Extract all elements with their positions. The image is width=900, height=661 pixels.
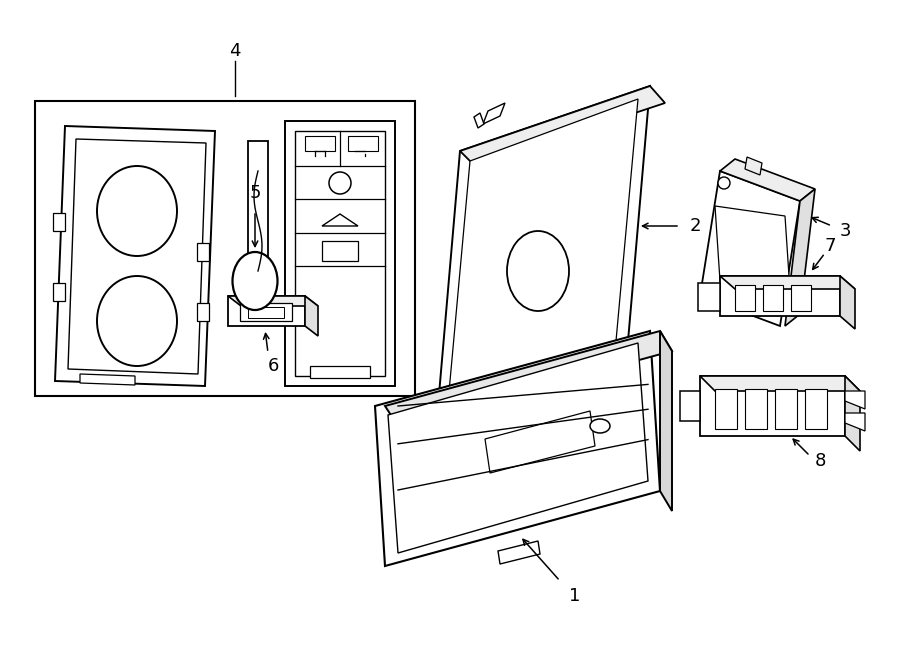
Bar bbox=[775, 389, 797, 429]
Polygon shape bbox=[348, 136, 378, 151]
Polygon shape bbox=[840, 276, 855, 329]
Ellipse shape bbox=[507, 231, 569, 311]
Text: 4: 4 bbox=[230, 42, 241, 60]
Polygon shape bbox=[474, 113, 484, 128]
Polygon shape bbox=[435, 86, 650, 441]
Polygon shape bbox=[446, 99, 638, 425]
Polygon shape bbox=[248, 141, 268, 296]
Polygon shape bbox=[720, 276, 855, 289]
Polygon shape bbox=[388, 343, 648, 553]
Polygon shape bbox=[228, 296, 305, 326]
Bar bbox=[745, 389, 767, 429]
Text: 2: 2 bbox=[689, 217, 701, 235]
Ellipse shape bbox=[232, 252, 277, 310]
Polygon shape bbox=[720, 159, 815, 201]
Bar bbox=[763, 285, 783, 311]
Polygon shape bbox=[55, 126, 215, 386]
Polygon shape bbox=[498, 541, 540, 564]
Polygon shape bbox=[322, 214, 358, 226]
Text: 7: 7 bbox=[824, 237, 836, 255]
Text: 8: 8 bbox=[814, 452, 825, 470]
Bar bbox=[197, 243, 209, 261]
Text: 1: 1 bbox=[570, 587, 580, 605]
Polygon shape bbox=[715, 206, 790, 291]
Polygon shape bbox=[700, 171, 800, 326]
Polygon shape bbox=[385, 331, 672, 426]
Polygon shape bbox=[845, 376, 860, 451]
Bar bbox=[240, 303, 292, 321]
Bar bbox=[248, 307, 284, 318]
Text: 5: 5 bbox=[249, 184, 261, 202]
Polygon shape bbox=[295, 131, 385, 376]
Polygon shape bbox=[745, 157, 762, 175]
Polygon shape bbox=[610, 409, 630, 439]
Polygon shape bbox=[68, 139, 206, 374]
Ellipse shape bbox=[97, 276, 177, 366]
Polygon shape bbox=[485, 411, 595, 473]
Bar bbox=[735, 285, 755, 311]
Bar bbox=[715, 389, 737, 429]
Polygon shape bbox=[305, 136, 335, 151]
Polygon shape bbox=[80, 374, 135, 385]
Polygon shape bbox=[305, 296, 318, 336]
Polygon shape bbox=[845, 413, 865, 431]
Polygon shape bbox=[680, 391, 700, 421]
Bar bbox=[53, 283, 65, 301]
Polygon shape bbox=[785, 189, 815, 326]
Bar bbox=[805, 389, 827, 429]
Polygon shape bbox=[720, 276, 840, 316]
Bar bbox=[35, 101, 415, 396]
Ellipse shape bbox=[97, 166, 177, 256]
Text: 6: 6 bbox=[267, 357, 279, 375]
Ellipse shape bbox=[329, 172, 351, 194]
Polygon shape bbox=[700, 376, 845, 436]
Polygon shape bbox=[698, 283, 720, 311]
Polygon shape bbox=[700, 376, 860, 391]
Ellipse shape bbox=[718, 177, 730, 189]
Ellipse shape bbox=[590, 419, 610, 433]
Bar bbox=[322, 241, 358, 261]
Bar bbox=[197, 303, 209, 321]
Text: 3: 3 bbox=[839, 222, 850, 240]
Polygon shape bbox=[460, 86, 665, 166]
Polygon shape bbox=[375, 331, 660, 566]
Bar bbox=[310, 366, 370, 378]
Bar bbox=[791, 285, 811, 311]
Bar bbox=[53, 213, 65, 231]
Polygon shape bbox=[228, 296, 318, 306]
Polygon shape bbox=[594, 406, 612, 426]
Polygon shape bbox=[285, 121, 395, 386]
Polygon shape bbox=[660, 331, 672, 511]
Polygon shape bbox=[845, 391, 865, 409]
Polygon shape bbox=[483, 103, 505, 124]
